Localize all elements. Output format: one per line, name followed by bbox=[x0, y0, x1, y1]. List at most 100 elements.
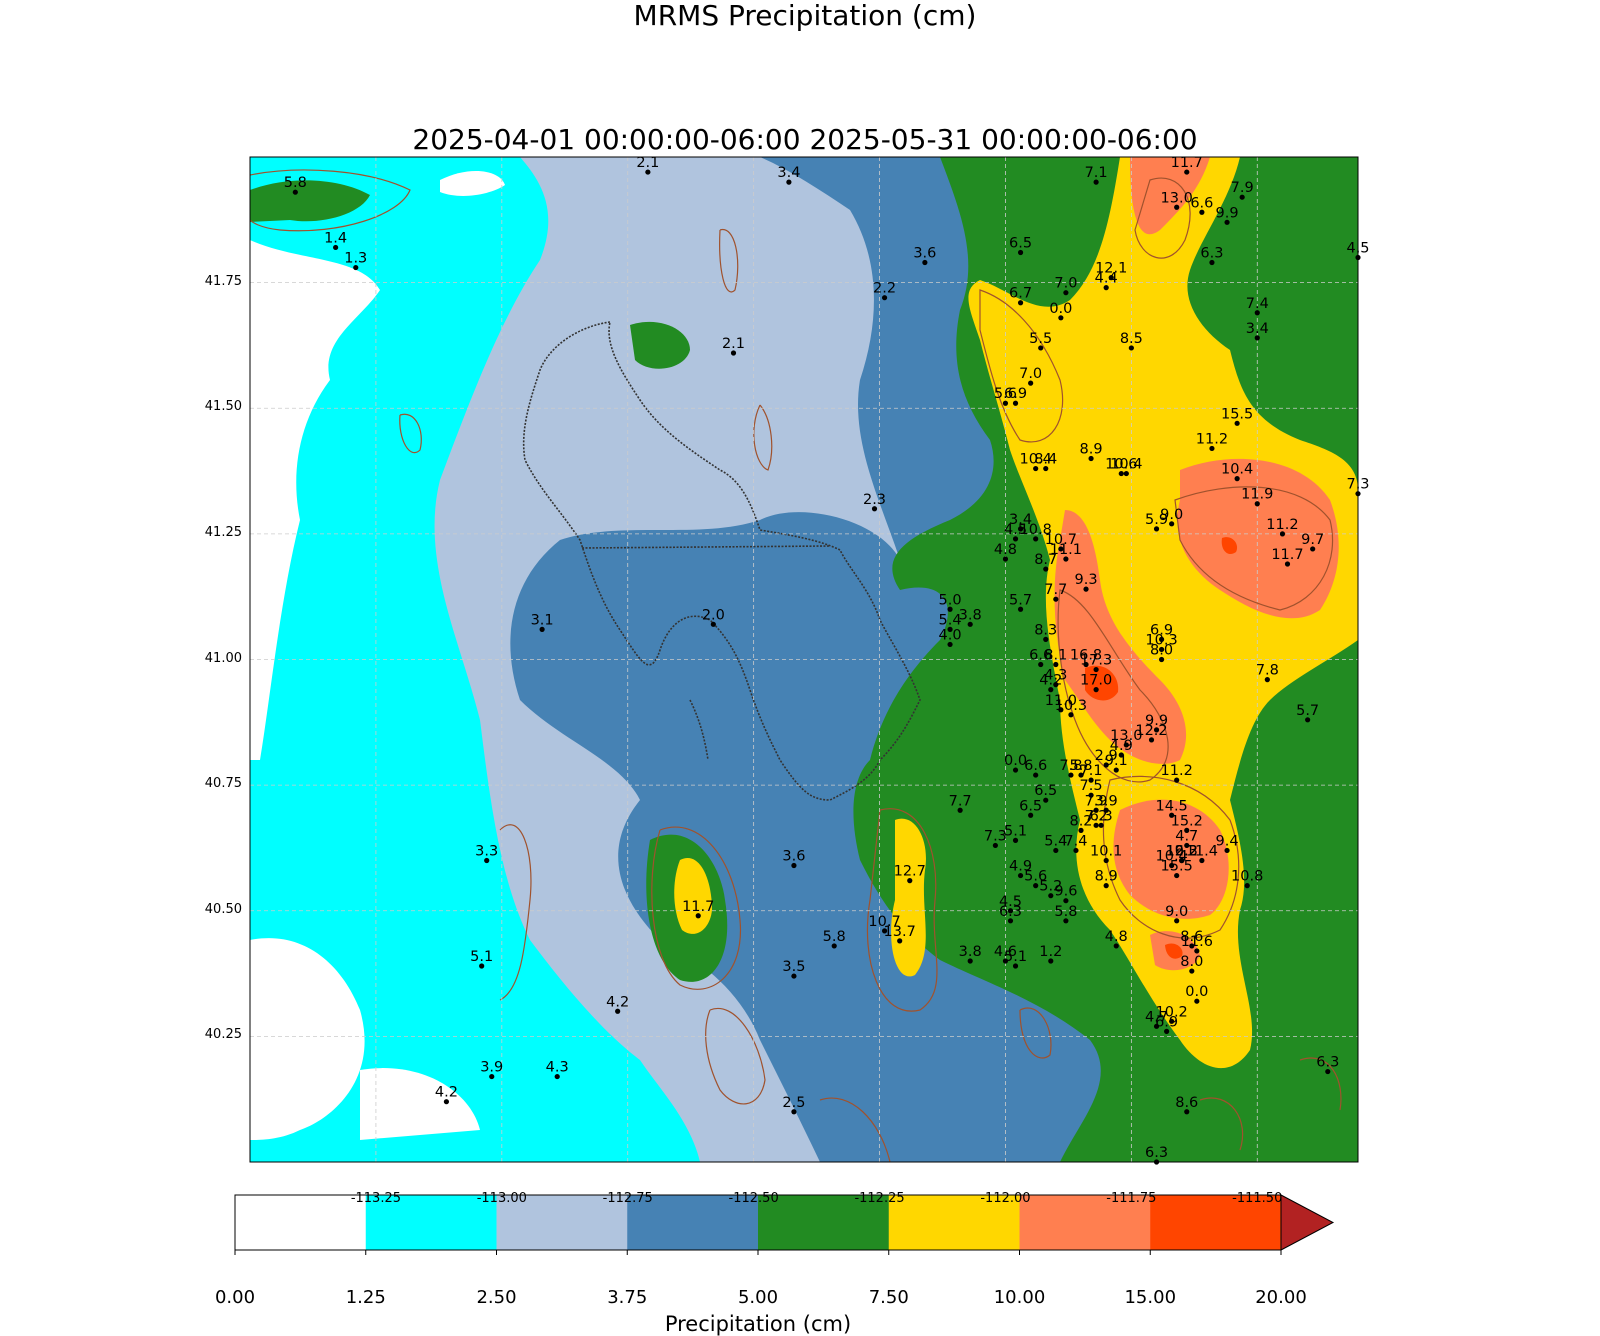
station-dot bbox=[1038, 345, 1044, 351]
station-dot bbox=[1224, 847, 1230, 854]
station-value-label: 9.0 bbox=[1165, 904, 1188, 920]
station-value-label: 10.7 bbox=[868, 914, 900, 930]
station-value-label: 8.9 bbox=[1080, 442, 1103, 458]
station-dot bbox=[1053, 847, 1059, 854]
station-value-label: 17.0 bbox=[1080, 673, 1112, 689]
x-tick-label: -112.50 bbox=[728, 1191, 779, 1206]
precip-band-coral-central bbox=[1054, 510, 1187, 764]
station-dot bbox=[1108, 275, 1114, 281]
station-value-label: 10.3 bbox=[1145, 632, 1177, 648]
colorbar-tick-label: 15.00 bbox=[1124, 1287, 1177, 1308]
station-value-label: 8.4 bbox=[1034, 452, 1057, 468]
station-value-label: 0.0 bbox=[1185, 984, 1208, 1000]
station-dot bbox=[1189, 943, 1195, 949]
great-salt-lake-outline bbox=[522, 321, 921, 801]
station-value-label: 11.7 bbox=[1271, 547, 1303, 563]
station-dot bbox=[1068, 712, 1074, 718]
station-value-label: 9.9 bbox=[1216, 205, 1239, 221]
precip-band-green-nw bbox=[250, 180, 370, 222]
station-dot bbox=[353, 264, 359, 271]
station-value-label: 10.3 bbox=[1055, 698, 1087, 714]
station-value-label: 6.9 bbox=[1150, 622, 1173, 638]
station-dot bbox=[1254, 335, 1260, 341]
station-dot bbox=[1017, 300, 1024, 306]
station-dot bbox=[1189, 968, 1195, 974]
station-value-label: 6.6 bbox=[1190, 195, 1213, 211]
map-title-line1: MRMS Precipitation (cm) bbox=[633, 0, 977, 32]
station-value-label: 3.4 bbox=[777, 165, 800, 181]
precip-band-yellow bbox=[968, 157, 1358, 1069]
station-value-label: 5.9 bbox=[1145, 512, 1168, 528]
station-value-label: 11.2 bbox=[1161, 763, 1193, 779]
station-dot bbox=[1063, 898, 1069, 904]
station-dot bbox=[1002, 400, 1009, 406]
station-dot bbox=[615, 1008, 621, 1014]
colorbar-tick-label: 10.00 bbox=[993, 1287, 1046, 1308]
station-dot bbox=[922, 259, 928, 266]
station-value-label: 7.4 bbox=[1064, 833, 1087, 849]
station-dot bbox=[1017, 872, 1024, 879]
precip-band-white-west bbox=[250, 240, 380, 760]
station-dot bbox=[1174, 777, 1180, 783]
station-value-label: 5.5 bbox=[1029, 331, 1052, 347]
station-dot bbox=[1012, 963, 1019, 969]
station-dot bbox=[292, 189, 298, 195]
station-value-label: 6.6 bbox=[1029, 648, 1052, 664]
station-dot bbox=[1174, 918, 1180, 924]
station-value-label: 8.6 bbox=[1180, 929, 1203, 945]
y-tick-label: 41.00 bbox=[204, 650, 242, 666]
station-value-label: 7.3 bbox=[984, 828, 1007, 844]
station-dot bbox=[831, 943, 837, 949]
station-value-label: 4.7 bbox=[1145, 1009, 1168, 1025]
station-value-label: 3.4 bbox=[1246, 321, 1269, 337]
station-dot bbox=[695, 913, 701, 919]
station-value-label: 12.2 bbox=[1166, 844, 1198, 860]
station-dot bbox=[1007, 908, 1014, 914]
precip-band-yellow-mid bbox=[891, 818, 926, 977]
station-dot bbox=[947, 641, 953, 648]
station-value-label: 6.3 bbox=[1316, 1055, 1339, 1071]
station-value-label: 5.8 bbox=[1054, 904, 1077, 920]
y-tick-label: 40.25 bbox=[204, 1027, 242, 1043]
station-value-label: 5.0 bbox=[939, 592, 962, 608]
station-value-label: 8.2 bbox=[1069, 813, 1092, 829]
station-dot bbox=[1103, 762, 1109, 768]
station-dot bbox=[967, 958, 973, 964]
station-value-label: 7.7 bbox=[949, 793, 972, 809]
station-value-label: 5.2 bbox=[1039, 879, 1062, 895]
map-border bbox=[249, 156, 1359, 1163]
station-value-label: 7.4 bbox=[1246, 296, 1269, 312]
map-gridlines bbox=[250, 157, 1358, 1162]
station-value-label: 8.3 bbox=[1034, 622, 1057, 638]
station-dot bbox=[1088, 792, 1094, 798]
station-dot bbox=[1017, 249, 1024, 256]
x-tick-label: -113.25 bbox=[350, 1191, 401, 1206]
station-dot bbox=[1012, 767, 1019, 773]
station-value-label: 10.8 bbox=[1020, 522, 1052, 538]
precip-band-white-southwest bbox=[250, 938, 365, 1140]
station-dot bbox=[1053, 682, 1059, 688]
station-value-label: 9.6 bbox=[1054, 884, 1077, 900]
station-value-label: 10.4 bbox=[1020, 452, 1052, 468]
station-value-label: 5.7 bbox=[1009, 592, 1032, 608]
colorbar bbox=[234, 1194, 1335, 1255]
station-value-label: 7.9 bbox=[1085, 793, 1108, 809]
station-dot bbox=[1264, 677, 1270, 683]
station-value-label: 6.5 bbox=[1034, 783, 1057, 799]
colorbar-tick-label: 1.25 bbox=[345, 1287, 386, 1308]
station-dot bbox=[1209, 259, 1215, 266]
station-dot bbox=[333, 244, 339, 251]
station-dot bbox=[791, 862, 797, 869]
station-value-label: 3.6 bbox=[913, 246, 936, 262]
station-value-label: 6.6 bbox=[1024, 758, 1047, 774]
station-value-label: 9.4 bbox=[1216, 833, 1239, 849]
station-value-label: 8.9 bbox=[1095, 869, 1118, 885]
colorbar-swatch bbox=[496, 1195, 628, 1250]
station-dot bbox=[645, 169, 651, 175]
station-value-label: 11.1 bbox=[1050, 542, 1082, 558]
station-dot bbox=[1184, 842, 1190, 849]
station-dot bbox=[1043, 797, 1049, 803]
station-dot bbox=[1028, 380, 1034, 386]
station-value-label: 9.9 bbox=[1145, 713, 1168, 729]
